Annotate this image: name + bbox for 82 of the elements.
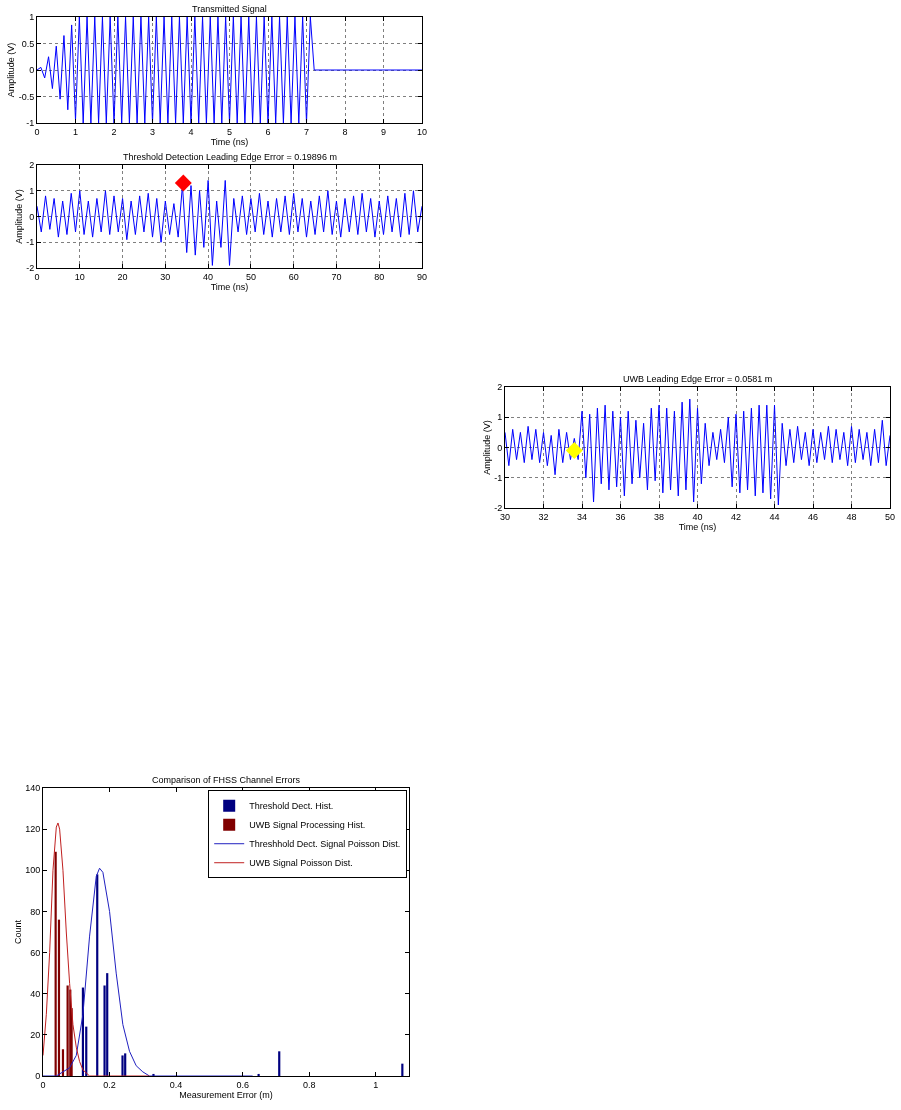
y-tick-label: 1	[29, 12, 35, 23]
y-tick-label: 140	[25, 783, 41, 794]
x-tick-label: 9	[380, 126, 387, 137]
y-tick-label: 40	[30, 988, 41, 999]
y-tick-label: 0.5	[21, 38, 35, 49]
bar	[106, 973, 109, 1076]
y-tick-label: 0	[497, 442, 503, 453]
y-tick-label: 2	[497, 382, 503, 393]
x-tick-label: 10	[416, 126, 428, 137]
x-tick-label: 48	[846, 511, 857, 522]
legend-label: UWB Signal Poisson Dist.	[249, 858, 353, 869]
y-tick-label: 100	[25, 865, 41, 876]
x-tick-label: 50	[245, 271, 256, 282]
x-tick-label: 70	[331, 271, 342, 282]
y-axis-title: Amplitude (V)	[481, 420, 492, 475]
line-series	[37, 17, 422, 123]
x-tick-label: 1	[72, 126, 79, 137]
x-tick-label: 40	[692, 511, 703, 522]
x-tick-label: 0.2	[103, 1079, 116, 1090]
x-tick-label: 50	[884, 511, 896, 522]
y-axis-title: Amplitude (V)	[6, 42, 17, 98]
y-tick-label: -1	[494, 472, 503, 483]
legend-label: UWB Signal Processing Hist.	[249, 820, 366, 831]
y-tick-label: -0.5	[18, 91, 35, 102]
x-tick-label: 40	[203, 271, 214, 282]
y-tick-label: -2	[494, 503, 503, 514]
x-axis-title: Time (ns)	[678, 521, 717, 532]
chart-title: Threshold Detection Leading Edge Error = 0.19896 m	[123, 152, 337, 162]
y-tick-label: 0	[29, 211, 35, 222]
y-axis-title: Count	[12, 919, 23, 945]
chart-title: UWB Leading Edge Error = 0.0581 m	[623, 374, 773, 384]
chart-title: Comparison of FHSS Channel Errors	[152, 775, 301, 785]
x-tick-label: 34	[576, 511, 588, 522]
chart-title: Transmitted Signal	[192, 4, 267, 14]
x-tick-label: 2	[111, 126, 117, 137]
bar	[278, 1051, 281, 1076]
y-tick-label: 0	[29, 65, 35, 76]
x-tick-label: 46	[807, 511, 819, 522]
x-tick-label: 44	[769, 511, 780, 522]
y-tick-label: 60	[30, 947, 41, 958]
y-tick-label: 2	[29, 160, 35, 171]
x-tick-label: 3	[149, 126, 156, 137]
x-tick-label: 80	[374, 271, 385, 282]
x-tick-label: 36	[615, 511, 626, 522]
x-tick-label: 32	[538, 511, 549, 522]
x-tick-label: 38	[653, 511, 665, 522]
y-tick-label: -1	[26, 237, 35, 248]
x-tick-label: 1	[373, 1079, 379, 1090]
x-tick-label: 30	[499, 511, 511, 522]
line-series	[505, 398, 890, 506]
x-tick-label: 20	[117, 271, 128, 282]
y-tick-label: 1	[29, 185, 35, 196]
x-axis-title: Measurement Error (m)	[179, 1089, 273, 1100]
y-tick-label: 80	[30, 906, 41, 917]
y-tick-label: 20	[30, 1030, 41, 1041]
x-tick-label: 10	[74, 271, 85, 282]
x-tick-label: 0.4	[169, 1079, 183, 1090]
line-series	[43, 867, 254, 1076]
x-axis-title: Time (ns)	[210, 136, 249, 147]
x-axis-title: Time (ns)	[210, 281, 249, 292]
y-tick-label: -2	[26, 263, 35, 274]
y-tick-label: 1	[497, 412, 503, 423]
x-tick-label: 60	[288, 271, 299, 282]
y-tick-label: 0	[35, 1071, 41, 1082]
x-tick-label: 90	[416, 271, 428, 282]
x-tick-label: 30	[160, 271, 171, 282]
x-tick-label: 0.6	[236, 1079, 249, 1090]
x-tick-label: 4	[188, 126, 194, 137]
bar	[54, 851, 57, 1076]
legend-label: Threshold Dect. Hist.	[249, 801, 334, 812]
line-series	[43, 822, 150, 1076]
bar	[66, 985, 69, 1076]
y-tick-label: 120	[25, 824, 41, 835]
y-tick-label: -1	[26, 118, 35, 129]
x-tick-label: 0.8	[302, 1079, 316, 1090]
x-tick-label: 42	[730, 511, 742, 522]
x-tick-label: 6	[265, 126, 271, 137]
x-tick-label: 5	[226, 126, 233, 137]
legend-label: Threshhold Dect. Signal Poisson Dist.	[249, 839, 401, 850]
y-axis-title: Amplitude (V)	[13, 189, 24, 244]
x-tick-label: 7	[303, 126, 310, 137]
x-tick-label: 8	[342, 126, 348, 137]
